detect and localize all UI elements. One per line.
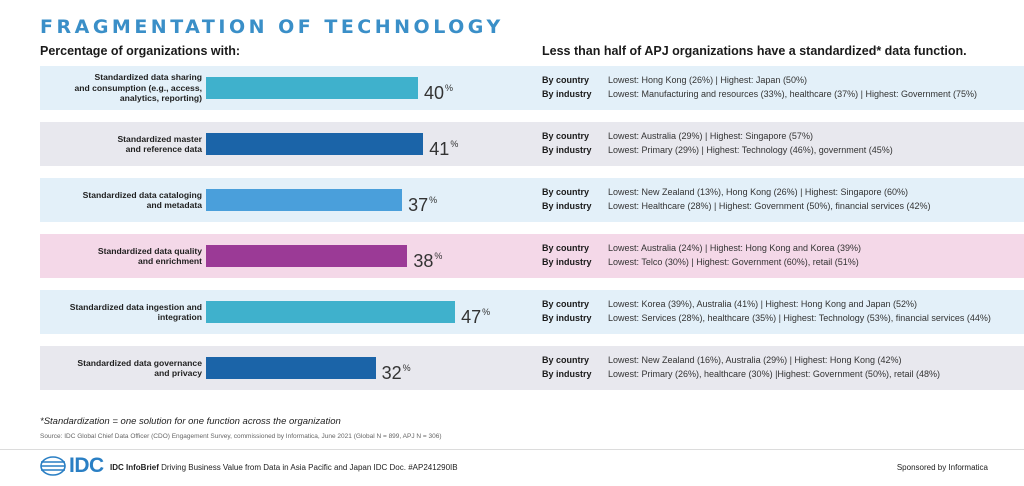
by-industry-detail: By industry Lowest: Services (28%), healt… [542,312,991,325]
category-label: Standardized data cataloging and metadata [40,178,202,222]
by-country-detail-text: Lowest: New Zealand (13%), Hong Kong (26… [608,187,908,197]
logo-text: IDC [69,454,104,477]
category-label: Standardized data quality and enrichment [40,234,202,278]
by-industry-detail-text: Lowest: Services (28%), healthcare (35%)… [608,313,991,323]
data-label-value: 40 [424,83,445,103]
footnote: *Standardization = one solution for one … [40,416,341,427]
data-label: 47% [461,301,491,327]
by-country-detail-label: By country [542,355,590,365]
by-country-detail-text: Lowest: New Zealand (16%), Australia (29… [608,355,902,365]
by-country-detail-text: Lowest: Australia (24%) | Highest: Hong … [608,243,861,253]
data-label-value: 41 [429,139,450,159]
category-label: Standardized data ingestion and integrati… [40,290,202,334]
sponsor-text: Sponsored by Informatica [896,463,988,472]
by-country-detail: By country Lowest: Hong Kong (26%) | High… [542,74,807,87]
category-label-line: integration [157,312,202,322]
category-label-line: and enrichment [138,256,202,266]
data-label-unit: % [434,251,443,261]
brief-title: IDC InfoBrief [110,463,159,472]
data-label-unit: % [429,195,438,205]
by-industry-detail: By industry Lowest: Primary (26%), health… [542,368,940,381]
by-industry-detail-text: Lowest: Primary (26%), healthcare (30%) … [608,369,940,379]
data-label: 37% [408,189,438,215]
idc-logo: IDC [40,454,104,477]
by-industry-detail: By industry Lowest: Telco (30%) | Highest… [542,256,859,269]
row-background [40,178,1024,222]
category-label-line: and consumption (e.g., access, [74,82,202,93]
data-label-unit: % [402,363,411,373]
data-label: 32% [382,357,411,383]
category-label-line: Standardized data cataloging [82,189,202,200]
by-country-detail: By country Lowest: New Zealand (13%), Hon… [542,186,908,199]
footer-divider [0,449,1024,450]
by-industry-detail-text: Lowest: Manufacturing and resources (33%… [608,89,978,99]
category-label-line: and reference data [125,144,202,154]
row-background [40,122,1024,166]
row-background [40,66,1024,110]
by-country-detail: By country Lowest: New Zealand (16%), Aus… [542,354,901,367]
data-label-value: 37 [408,195,429,215]
by-country-detail-text: Lowest: Australia (29%) | Highest: Singa… [608,131,813,141]
brief-text: Driving Business Value from Data in Asia… [161,463,458,472]
data-label: 38% [413,245,443,271]
bar [206,301,456,323]
page-title: FRAGMENTATION OF TECHNOLOGY [40,16,504,38]
by-industry-detail-label: By industry [542,257,592,267]
by-country-detail-label: By country [542,187,590,197]
category-label-line: and metadata [146,200,202,210]
data-label-value: 47 [461,307,482,327]
data-label-value: 38 [413,251,434,271]
by-industry-detail: By industry Lowest: Healthcare (28%) | Hi… [542,200,930,213]
category-label: Standardized data sharing and consumption… [40,66,202,110]
by-country-detail-label: By country [542,131,590,141]
category-label: Standardized data governance and privacy [40,346,202,390]
bar [206,77,418,99]
by-industry-detail-text: Lowest: Healthcare (28%) | Highest: Gove… [608,201,931,211]
category-label-line: analytics, reporting) [119,93,202,104]
by-industry-detail-label: By industry [542,313,592,323]
category-label: Standardized master and reference data [40,122,202,166]
data-label-unit: % [450,139,459,149]
by-industry-detail-text: Lowest: Telco (30%) | Highest: Governmen… [608,257,859,267]
brief-info: IDC InfoBrief Driving Business Value fro… [110,463,458,472]
by-country-detail-label: By country [542,243,590,253]
data-label-value: 32 [381,363,402,383]
by-country-detail-label: By country [542,75,590,85]
data-label: 40% [424,77,454,103]
source-note: Source: IDC Global Chief Data Officer (C… [40,433,442,440]
bar [206,357,376,379]
by-industry-detail-label: By industry [542,145,592,155]
by-industry-detail-label: By industry [542,369,592,379]
category-label-line: and privacy [154,368,202,378]
by-country-detail: By country Lowest: Korea (39%), Australia… [542,298,917,311]
by-industry-detail-text: Lowest: Primary (29%) | Highest: Technol… [608,145,893,155]
row-background [40,234,1024,278]
by-country-detail: By country Lowest: Australia (29%) | High… [542,130,813,143]
category-label-line: Standardized data governance [77,357,202,368]
category-label-line: Standardized data ingestion and [69,301,202,312]
by-industry-detail: By industry Lowest: Manufacturing and res… [542,88,977,101]
data-label-unit: % [482,307,491,317]
bar [206,245,408,267]
row-background [40,290,1024,334]
row-background [40,346,1024,390]
by-country-detail-label: By country [542,299,590,309]
category-label-line: Standardized data sharing [94,72,202,83]
by-industry-detail-label: By industry [542,201,592,211]
by-country-detail-text: Lowest: Hong Kong (26%) | Highest: Japan… [608,75,807,85]
detail-subtitle: Less than half of APJ organizations have… [542,44,967,58]
by-country-detail: By country Lowest: Australia (24%) | High… [542,242,861,255]
bar [206,189,403,211]
by-industry-detail: By industry Lowest: Primary (29%) | Highe… [542,144,893,157]
by-industry-detail-label: By industry [542,89,592,99]
data-label-unit: % [445,83,454,93]
chart-subtitle: Percentage of organizations with: [40,44,241,58]
by-country-detail-text: Lowest: Korea (39%), Australia (41%) | H… [608,299,918,309]
globe-icon [40,456,66,476]
category-label-line: Standardized data quality [97,245,202,256]
category-label-line: Standardized master [117,133,202,144]
data-label: 41% [429,133,459,159]
bar [206,133,424,155]
